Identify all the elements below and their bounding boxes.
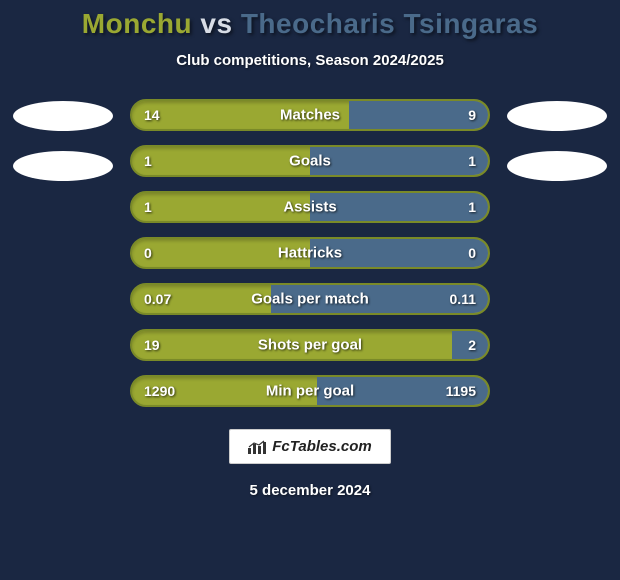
stat-value-right: 1 (468, 199, 476, 215)
title-player1: Monchu (82, 8, 192, 39)
stat-label: Assists (283, 199, 336, 216)
stat-value-left: 14 (144, 107, 160, 123)
stat-bar: 1290 Min per goal 1195 (130, 375, 490, 407)
stat-bar: 1 Assists 1 (130, 191, 490, 223)
stat-label: Min per goal (266, 383, 354, 400)
stat-value-right: 9 (468, 107, 476, 123)
footer-date: 5 december 2024 (250, 482, 371, 499)
left-placeholder-col (8, 99, 118, 181)
stat-value-right: 0.11 (450, 291, 476, 307)
page-title: Monchu vs Theocharis Tsingaras (82, 8, 538, 40)
placeholder-icon (13, 101, 113, 131)
main-row: 14 Matches 9 1 Goals 1 1 Assists 1 0 Hattricks 0 0.0… (0, 99, 620, 407)
footer-badge[interactable]: FcTables.com (229, 429, 390, 464)
stat-bar: 0.07 Goals per match 0.11 (130, 283, 490, 315)
placeholder-icon (507, 101, 607, 131)
title-vs: vs (200, 8, 232, 39)
stat-value-left: 1290 (144, 383, 175, 399)
stat-value-right: 1195 (446, 383, 476, 399)
stat-label: Matches (280, 107, 340, 124)
stats-column: 14 Matches 9 1 Goals 1 1 Assists 1 0 Hattricks 0 0.0… (130, 99, 490, 407)
stat-value-right: 0 (468, 245, 476, 261)
stat-value-left: 0.07 (144, 291, 171, 307)
placeholder-icon (13, 151, 113, 181)
stat-label: Shots per goal (258, 337, 362, 354)
footer-badge-text: FcTables.com (272, 438, 371, 455)
stat-bar-right-fill (349, 101, 488, 129)
subtitle: Club competitions, Season 2024/2025 (176, 52, 444, 69)
stat-bar-right-fill (310, 147, 488, 175)
stat-value-left: 0 (144, 245, 152, 261)
stat-bar: 19 Shots per goal 2 (130, 329, 490, 361)
placeholder-icon (507, 151, 607, 181)
stat-value-left: 19 (144, 337, 160, 353)
chart-icon (248, 440, 266, 454)
stat-value-left: 1 (144, 153, 152, 169)
stat-bar: 1 Goals 1 (130, 145, 490, 177)
stat-value-right: 1 (468, 153, 476, 169)
stat-label: Goals (289, 153, 331, 170)
stat-bar: 14 Matches 9 (130, 99, 490, 131)
stat-label: Hattricks (278, 245, 342, 262)
stat-value-left: 1 (144, 199, 152, 215)
comparison-card: Monchu vs Theocharis Tsingaras Club comp… (0, 0, 620, 580)
stat-label: Goals per match (251, 291, 369, 308)
stat-bar: 0 Hattricks 0 (130, 237, 490, 269)
right-placeholder-col (502, 99, 612, 181)
title-player2: Theocharis Tsingaras (241, 8, 538, 39)
stat-value-right: 2 (468, 337, 476, 353)
stat-bar-right-fill (310, 193, 488, 221)
